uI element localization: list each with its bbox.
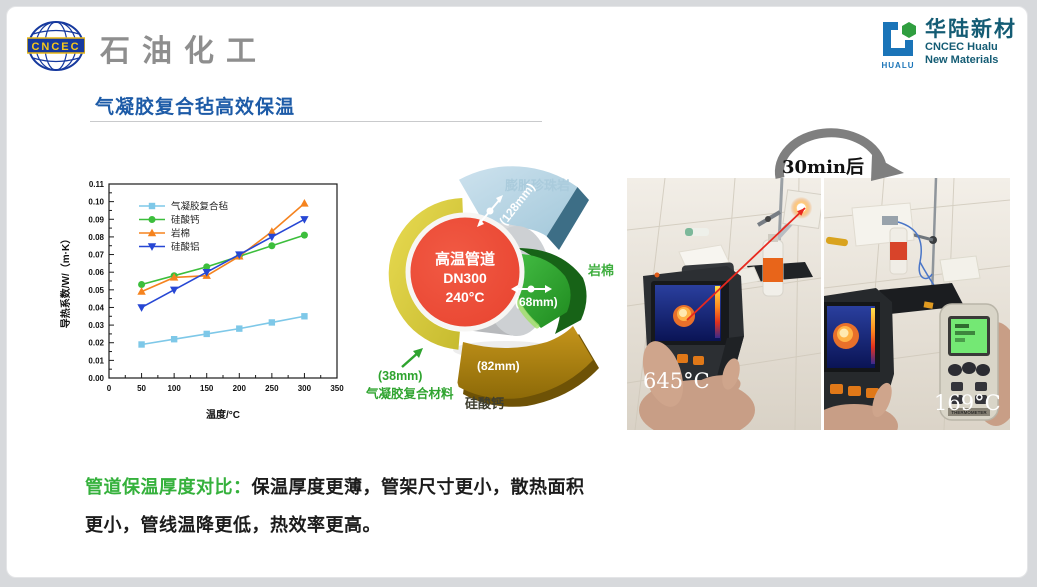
aerogel-label: 气凝胶复合材料 <box>365 386 454 401</box>
hualu-logo: HUALU 华陆新材 CNCEC Hualu New Materials <box>878 18 1017 70</box>
svg-text:硅酸钙: 硅酸钙 <box>171 214 200 226</box>
brand-right-en2: New Materials <box>925 54 999 66</box>
device-button <box>948 364 962 376</box>
aerogel-pointer-arrow <box>401 348 423 368</box>
camera-button <box>830 384 843 394</box>
cncec-logo-icon: CNCEC <box>27 21 85 71</box>
gas-can <box>762 234 784 297</box>
transition-arrow: 30min后 <box>774 128 904 181</box>
photo-before: 645°C <box>627 178 821 430</box>
svg-text:0.06: 0.06 <box>88 268 104 277</box>
svg-text:200: 200 <box>233 384 247 393</box>
photo-after: THERMOMETER 169°C <box>824 178 1010 430</box>
device-button <box>962 362 976 374</box>
summary-text: 管道保温厚度对比：保温厚度更薄，管架尺寸更小，散热面积更小，管线温降更低，热效率… <box>85 468 601 544</box>
svg-text:0.07: 0.07 <box>88 251 104 260</box>
svg-text:0.08: 0.08 <box>88 233 104 242</box>
laser-pointer-arrow <box>686 207 806 321</box>
svg-text:温度/°C: 温度/°C <box>206 408 240 421</box>
svg-text:350: 350 <box>330 384 344 393</box>
camera-button <box>677 354 688 363</box>
thermal-colorbar <box>715 286 720 338</box>
pipe-label-2: DN300 <box>443 270 487 286</box>
pipe-label-1: 高温管道 <box>435 250 495 268</box>
calcium-silicate-dim: (82mm) <box>477 359 520 373</box>
svg-text:岩棉: 岩棉 <box>171 228 190 240</box>
summary-body: 保温厚度更薄，管架尺寸更小，散热面积更小，管线温降更低，热效率更高。 <box>85 477 585 535</box>
svg-text:0.10: 0.10 <box>88 198 104 207</box>
calcium-silicate-label: 硅酸钙 <box>465 396 504 411</box>
svg-text:0.02: 0.02 <box>88 339 104 348</box>
aerogel-dim: (38mm) <box>378 369 422 383</box>
svg-text:0.04: 0.04 <box>88 303 104 312</box>
brand-right-en1: CNCEC Hualu <box>925 41 998 53</box>
device-button <box>975 382 987 391</box>
device-label: THERMOMETER <box>951 410 987 415</box>
camera-button <box>693 356 704 365</box>
stand-base <box>879 283 964 314</box>
summary-lead: 管道保温厚度对比： <box>85 477 252 497</box>
digital-thermometer: THERMOMETER <box>939 303 999 421</box>
cncec-logo-text: CNCEC <box>31 41 80 53</box>
hualu-logo-word: HUALU <box>881 61 915 70</box>
rockwool-dim: (68mm) <box>515 295 558 309</box>
svg-text:300: 300 <box>298 384 312 393</box>
dimension-arrows <box>429 195 552 388</box>
title-underline <box>90 121 542 122</box>
svg-text:150: 150 <box>200 384 214 393</box>
perlite-label: 膨胀珍珠岩 <box>504 178 570 193</box>
calcium-silicate-layer <box>457 326 599 407</box>
pipe-label-3: 240°C <box>445 289 484 305</box>
rockwool-label: 岩棉 <box>587 263 614 278</box>
hualu-logo-icon <box>883 22 916 56</box>
svg-text:0.05: 0.05 <box>88 286 104 295</box>
svg-text:0.03: 0.03 <box>88 321 104 330</box>
device-button <box>951 382 963 391</box>
device-button <box>976 364 990 376</box>
svg-text:气凝胶复合毡: 气凝胶复合毡 <box>171 201 229 213</box>
paper-packet <box>939 255 981 283</box>
page-title: 气凝胶复合毡高效保温 <box>95 97 296 118</box>
insulation-thickness-diagram: 高温管道 DN300 240°C 膨胀珍珠岩 (128mm) 岩棉 (68mm)… <box>365 166 614 411</box>
before-temperature: 645°C <box>643 369 710 393</box>
svg-text:0.01: 0.01 <box>88 356 104 365</box>
svg-text:100: 100 <box>167 384 181 393</box>
svg-text:250: 250 <box>265 384 279 393</box>
camera-button <box>848 386 861 396</box>
svg-text:0.00: 0.00 <box>88 374 104 383</box>
svg-text:0.11: 0.11 <box>89 180 105 189</box>
aerogel-layer <box>388 198 463 350</box>
svg-text:50: 50 <box>137 384 146 393</box>
tool-item <box>825 236 848 247</box>
after-temperature: 169°C <box>934 391 1001 415</box>
device-button <box>951 395 963 404</box>
device-button <box>975 395 987 404</box>
brand-right-cn: 华陆新材 <box>925 18 1017 41</box>
svg-text:导热系数/W/（m·K）: 导热系数/W/（m·K） <box>59 234 72 328</box>
transition-arrow-label: 30min后 <box>782 157 864 178</box>
gas-can <box>889 227 908 275</box>
svg-text:硅酸铝: 硅酸铝 <box>171 241 200 253</box>
thermal-conductivity-chart: 0 50 100 150 200 250 300 350 0.00 0.01 0.02 0.03 0.0… <box>59 180 344 421</box>
hands <box>639 341 755 430</box>
thermal-colorbar <box>871 308 875 364</box>
pipe-core: 高温管道 DN300 240°C <box>405 212 525 332</box>
svg-text:0.09: 0.09 <box>88 215 104 224</box>
svg-text:0: 0 <box>107 384 112 393</box>
brand-left-text: 石油化工 <box>100 34 268 69</box>
